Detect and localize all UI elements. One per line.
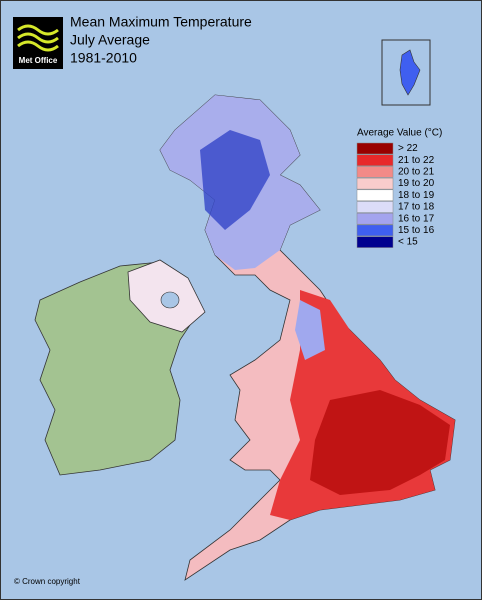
legend-swatch: [356, 166, 394, 178]
legend-swatch: [356, 142, 394, 155]
title-line: 1981-2010: [70, 50, 137, 66]
highlands-cold: [200, 130, 270, 230]
southeast-hot: [310, 390, 450, 495]
legend-swatch: [356, 189, 394, 202]
copyright: © Crown copyright: [14, 577, 81, 586]
legend-swatch: [356, 236, 394, 248]
pennines-cool: [295, 300, 325, 360]
shetland: [399, 49, 421, 96]
legend-swatch: [356, 212, 394, 225]
lough-neagh: [160, 291, 180, 309]
legend-title: Average Value (°C): [357, 128, 442, 139]
legend-label: > 22: [398, 143, 418, 154]
logo-text: Met Office: [19, 56, 58, 65]
legend-label: 17 to 18: [398, 202, 435, 213]
title-line: Mean Maximum Temperature: [70, 14, 252, 30]
legend-label: 21 to 22: [398, 155, 435, 166]
legend-label: 16 to 17: [398, 213, 435, 224]
legend-swatch: [356, 224, 394, 237]
legend-label: 15 to 16: [398, 225, 435, 236]
legend-swatch: [356, 201, 394, 213]
legend-label: 20 to 21: [398, 167, 435, 178]
title-line: July Average: [70, 32, 150, 48]
legend-label: 18 to 19: [398, 190, 435, 201]
legend-label: < 15: [398, 237, 418, 248]
legend-swatch: [356, 177, 394, 190]
legend-swatch: [356, 154, 394, 166]
legend-label: 19 to 20: [398, 178, 435, 189]
logo-waves: [17, 24, 59, 52]
